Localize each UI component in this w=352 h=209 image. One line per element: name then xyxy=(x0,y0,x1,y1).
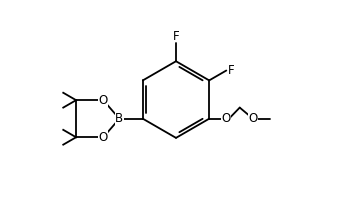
Text: O: O xyxy=(249,112,258,125)
Text: F: F xyxy=(227,64,234,77)
Text: O: O xyxy=(99,94,108,107)
Text: B: B xyxy=(115,112,124,125)
Text: O: O xyxy=(99,131,108,144)
Text: O: O xyxy=(222,112,231,125)
Text: F: F xyxy=(173,30,179,43)
